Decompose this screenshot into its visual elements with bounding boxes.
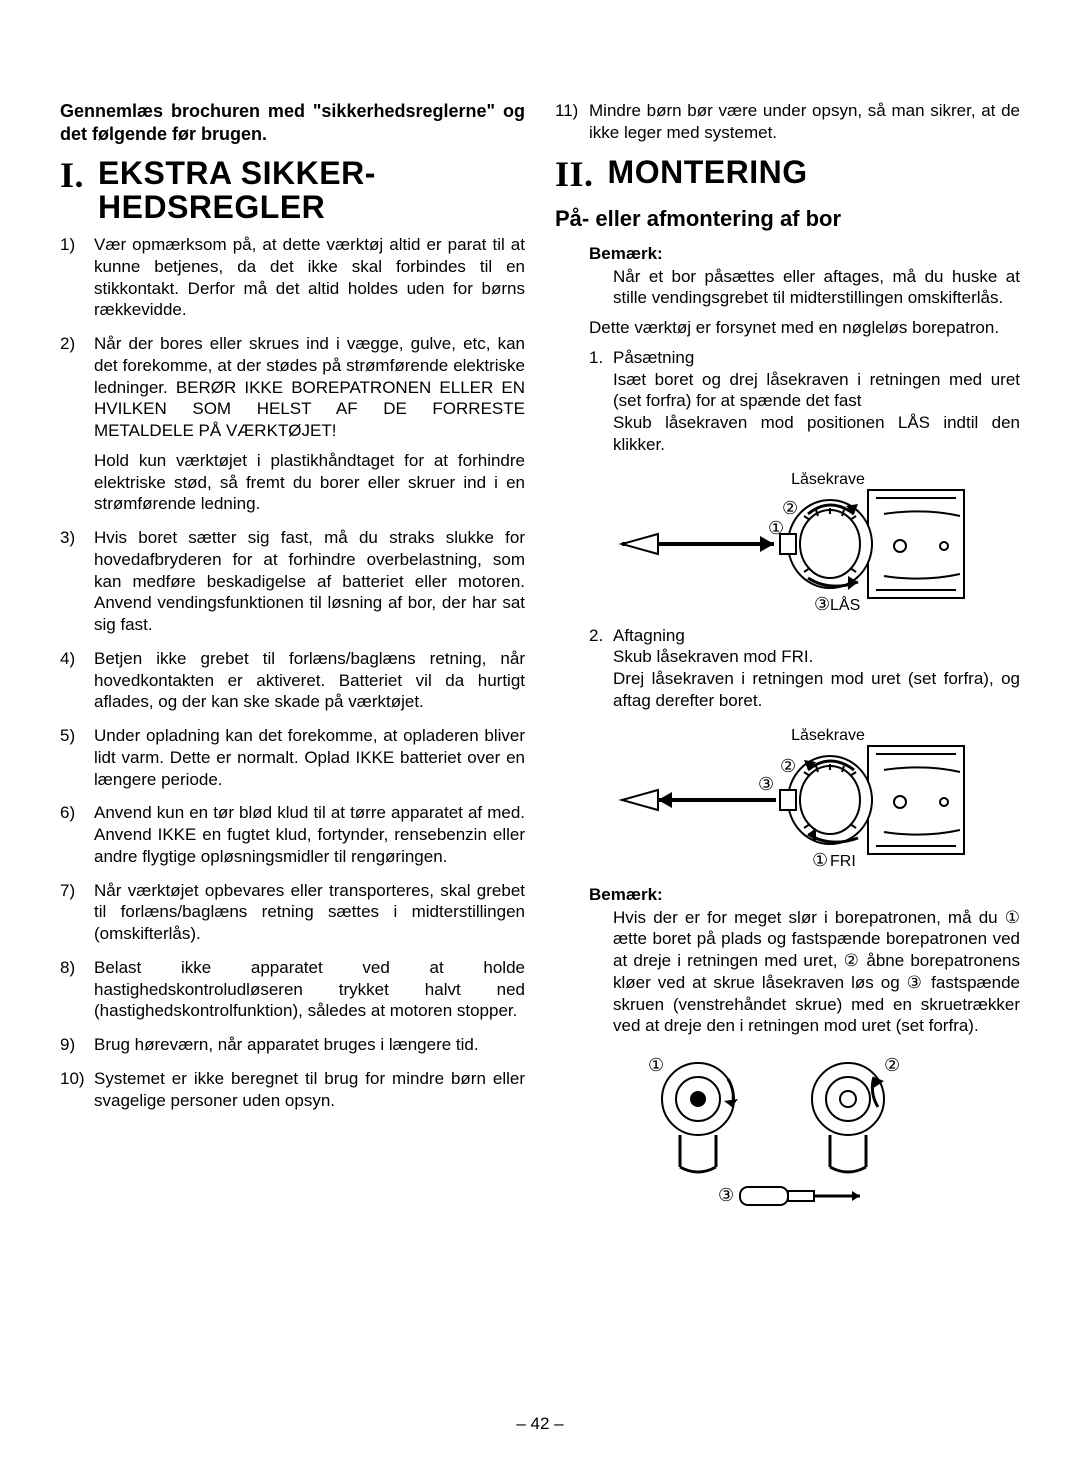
step-attach: Påsætning Isæt boret og drej låsekraven … <box>555 347 1020 456</box>
svg-text:③: ③ <box>758 774 774 794</box>
right-column: Mindre børn bør være under opsyn, så man… <box>555 100 1020 1424</box>
roman-1: I. <box>60 157 84 193</box>
section-2-title: MONTERING <box>608 156 808 190</box>
rule-6: Anvend kun en tør blød klud til at tørre… <box>60 802 525 867</box>
subheading: På- eller afmontering af bor <box>555 206 1020 232</box>
drill-detach-svg: Låsekrave ③ ② ① FRI <box>608 728 968 873</box>
rule-7: Når værktøjet opbevares eller transporte… <box>60 880 525 945</box>
page-content: Gennemlæs brochuren med "sikkerhedsregle… <box>60 100 1020 1424</box>
svg-text:③: ③ <box>718 1185 734 1205</box>
rule-1: Vær opmærksom på, at dette værktøj altid… <box>60 234 525 321</box>
fig2-free-label: FRI <box>830 853 856 870</box>
fig1-label-top: Låsekrave <box>791 472 865 488</box>
chuck-adjust-svg: ① ② ③ <box>628 1049 948 1209</box>
rule-3: Hvis boret sætter sig fast, må du straks… <box>60 527 525 636</box>
note-2-text: Hvis der er for meget slør i borepatrone… <box>555 907 1020 1038</box>
page-number: – 42 – <box>516 1414 563 1434</box>
rule-8: Belast ikke apparatet ved at holde hasti… <box>60 957 525 1022</box>
mounting-steps-2: Aftagning Skub låsekraven mod FRI. Drej … <box>555 625 1020 724</box>
rule-10: Systemet er ikke beregnet til brug for m… <box>60 1068 525 1112</box>
mounting-steps: Påsætning Isæt boret og drej låsekraven … <box>555 347 1020 468</box>
rule-2-extra: Hold kun værktøjet i plastikhåndtaget fo… <box>94 451 525 514</box>
rule-9: Brug høreværn, når apparatet bruges i læ… <box>60 1034 525 1056</box>
intro-text: Gennemlæs brochuren med "sikkerhedsregle… <box>60 100 525 145</box>
safety-rules-cont: Mindre børn bør være under opsyn, så man… <box>555 100 1020 156</box>
section-2-heading: II. MONTERING <box>555 156 1020 192</box>
step-attach-title: Påsætning <box>613 348 694 367</box>
svg-text:③: ③ <box>814 594 830 614</box>
step-detach-body: Skub låsekraven mod FRI. Drej låsekraven… <box>613 647 1020 710</box>
note-label-1: Bemærk: <box>555 244 1020 264</box>
left-column: Gennemlæs brochuren med "sikkerhedsregle… <box>60 100 525 1424</box>
fig1-lock-label: LÅS <box>830 595 860 614</box>
safety-rules-list: Vær opmærksom på, at dette værktøj altid… <box>60 234 525 1123</box>
drill-attach-svg: Låsekrave ① ② ③ LÅS <box>608 472 968 617</box>
figure-adjust: ① ② ③ <box>555 1049 1020 1209</box>
svg-text:②: ② <box>780 756 796 776</box>
keyless-chuck-text: Dette værktøj er forsynet med en nøglelø… <box>555 317 1020 339</box>
rule-11: Mindre børn bør være under opsyn, så man… <box>555 100 1020 144</box>
note-1-text: Når et bor påsættes eller aftages, må du… <box>555 266 1020 310</box>
step-detach: Aftagning Skub låsekraven mod FRI. Drej … <box>555 625 1020 712</box>
fig2-label-top: Låsekrave <box>791 728 865 744</box>
rule-2: Når der bores eller skrues ind i vægge, … <box>60 333 525 515</box>
section-1-heading: I. EKSTRA SIKKER- HEDSREGLER <box>60 157 525 224</box>
rule-2-main: Når der bores eller skrues ind i vægge, … <box>94 334 525 440</box>
figure-attach: Låsekrave ① ② ③ LÅS <box>555 472 1020 617</box>
svg-text:①: ① <box>648 1055 664 1075</box>
step-detach-title: Aftagning <box>613 626 685 645</box>
step-attach-body: Isæt boret og drej låsekraven i retninge… <box>613 370 1020 454</box>
roman-2: II. <box>555 156 594 192</box>
rule-4: Betjen ikke grebet til forlæns/baglæns r… <box>60 648 525 713</box>
svg-text:②: ② <box>884 1055 900 1075</box>
note-label-2: Bemærk: <box>555 885 1020 905</box>
svg-text:①: ① <box>768 518 784 538</box>
rule-5: Under opladning kan det forekomme, at op… <box>60 725 525 790</box>
section-1-title: EKSTRA SIKKER- HEDSREGLER <box>98 157 525 224</box>
figure-detach: Låsekrave ③ ② ① FRI <box>555 728 1020 873</box>
svg-text:①: ① <box>812 850 828 870</box>
svg-text:②: ② <box>782 498 798 518</box>
